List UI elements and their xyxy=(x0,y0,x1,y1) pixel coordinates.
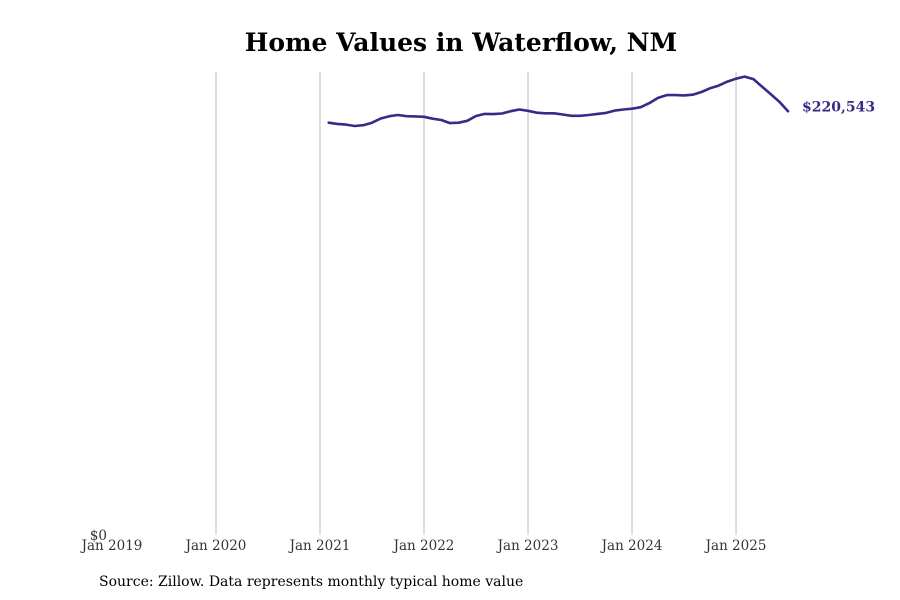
gridlines xyxy=(215,72,737,535)
series-layer: $220,543 xyxy=(327,75,875,128)
end-value-label: $220,543 xyxy=(802,99,875,115)
x-tick-label: Jan 2023 xyxy=(496,538,559,554)
x-tick-label: Jan 2022 xyxy=(392,538,455,554)
x-axis-ticks: Jan 2019 Jan 2020 Jan 2021 Jan 2022 Jan 2023… xyxy=(80,538,767,554)
source-note: Source: Zillow. Data represents monthly … xyxy=(99,574,524,590)
x-tick-label: Jan 2021 xyxy=(288,538,351,554)
x-tick-label: Jan 2019 xyxy=(80,538,143,554)
x-tick-label: Jan 2024 xyxy=(600,538,663,554)
x-tick-label: Jan 2025 xyxy=(704,538,767,554)
x-tick-label: Jan 2020 xyxy=(184,538,247,554)
y-tick-label: $0 xyxy=(90,528,107,544)
y-axis-ticks: $0 xyxy=(90,528,107,544)
chart-title: Home Values in Waterflow, NM xyxy=(244,28,678,57)
series-line xyxy=(327,75,790,128)
